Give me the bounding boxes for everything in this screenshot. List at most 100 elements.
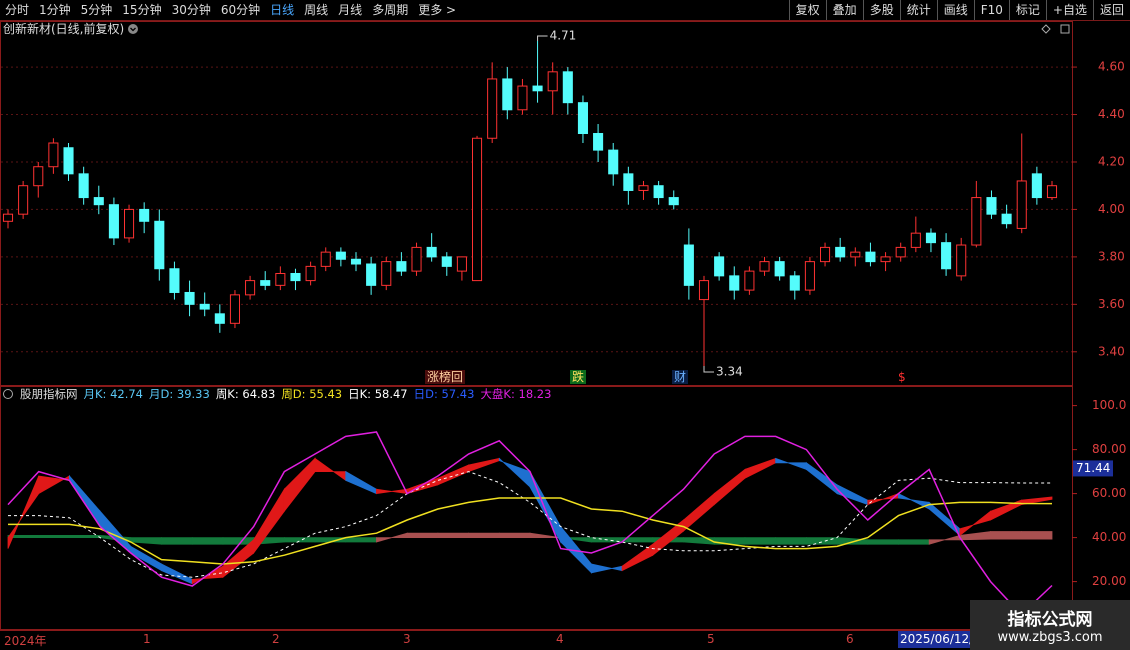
- y-tick-label: 3.60: [1098, 297, 1125, 311]
- candle-body: [366, 263, 377, 286]
- legend-entry[interactable]: 日D: 57.43: [413, 387, 475, 401]
- candle-body: [562, 71, 573, 104]
- band-segment: [898, 539, 930, 545]
- band-segment: [529, 532, 561, 538]
- tool-button[interactable]: 复权: [788, 0, 826, 20]
- candle-body: [880, 256, 891, 263]
- tool-button[interactable]: 画线: [936, 0, 974, 20]
- candle-body: [986, 197, 997, 215]
- candle-body: [335, 251, 346, 260]
- candle-body: [865, 251, 876, 263]
- candle-body: [275, 272, 286, 286]
- min-label: 3.34: [716, 365, 743, 379]
- x-tick-label: 2: [272, 632, 280, 646]
- candle-body: [1046, 185, 1058, 199]
- candle-body: [426, 246, 437, 258]
- y-tick-label: 40.00: [1092, 530, 1126, 544]
- band-segment: [744, 457, 777, 479]
- event-marker[interactable]: 涨榜回: [425, 370, 466, 384]
- candle-body: [698, 280, 710, 301]
- candle-body: [154, 220, 165, 270]
- dropdown-icon[interactable]: [128, 24, 138, 34]
- band-segment: [38, 535, 70, 538]
- tab[interactable]: 分时: [5, 3, 30, 17]
- candle-body: [668, 197, 679, 206]
- band-segment: [1020, 531, 1053, 540]
- candle-body: [804, 261, 815, 291]
- candle-body: [789, 275, 800, 291]
- tool-button[interactable]: 返回: [1092, 0, 1130, 20]
- band-segment: [928, 534, 961, 545]
- candle-body: [577, 102, 588, 135]
- tool-button[interactable]: 统计: [899, 0, 937, 20]
- tab[interactable]: 更多 >: [418, 3, 457, 17]
- band-segment: [498, 457, 531, 488]
- candle-body: [820, 246, 831, 263]
- legend-entry[interactable]: 周K: 64.83: [215, 387, 276, 401]
- watermark-url: www.zbgs3.com: [997, 630, 1103, 645]
- tab[interactable]: 5分钟: [80, 3, 113, 17]
- tab[interactable]: 多周期: [372, 3, 409, 17]
- candle-body: [956, 244, 967, 277]
- legend-entry[interactable]: 大盘K: 18.23: [480, 387, 552, 401]
- event-marker[interactable]: 财: [672, 370, 689, 384]
- candle-body: [517, 85, 528, 111]
- tab[interactable]: 30分钟: [171, 3, 211, 17]
- period-tabs: 分时 1分钟 5分钟 15分钟 30分钟 60分钟 日线 周线 月线 多周期 更多 >: [0, 0, 461, 20]
- legend-entry[interactable]: 日K: 58.47: [348, 387, 408, 401]
- band-segment: [376, 532, 408, 543]
- band-segment: [959, 531, 991, 541]
- tool-button[interactable]: +自选: [1045, 0, 1093, 20]
- band-segment: [437, 464, 469, 486]
- indicator-icon[interactable]: [3, 389, 13, 399]
- candle-body: [593, 133, 604, 151]
- tool-button[interactable]: F10: [973, 0, 1009, 20]
- candle-body: [547, 71, 558, 92]
- legend-entry[interactable]: 月D: 39.33: [149, 387, 210, 401]
- price-frame: [0, 21, 1073, 386]
- event-marker[interactable]: 跌: [570, 370, 587, 384]
- candle-body: [502, 78, 513, 111]
- tab[interactable]: 60分钟: [220, 3, 261, 17]
- series-line: [7, 431, 1053, 616]
- tool-button[interactable]: 叠加: [825, 0, 863, 20]
- band-segment: [775, 457, 807, 470]
- tab[interactable]: 月线: [338, 3, 363, 17]
- candle-body: [1016, 180, 1027, 229]
- tab[interactable]: 日线: [270, 3, 295, 17]
- tab[interactable]: 1分钟: [39, 3, 71, 17]
- diamond-icon[interactable]: [1041, 24, 1051, 34]
- candle-body: [48, 142, 59, 168]
- candle-body: [1001, 213, 1012, 225]
- tool-button[interactable]: 标记: [1008, 0, 1046, 20]
- band-segment: [345, 470, 377, 495]
- tool-button[interactable]: 多股: [862, 0, 900, 20]
- band-segment: [775, 537, 807, 545]
- candle-body: [18, 185, 29, 215]
- candle-body: [184, 291, 195, 305]
- legend-entry[interactable]: 周D: 55.43: [281, 387, 343, 401]
- band-segment: [161, 537, 193, 545]
- y-tick-label: 60.00: [1092, 486, 1126, 500]
- candle-body: [850, 251, 861, 258]
- event-marker[interactable]: $: [898, 370, 906, 384]
- candle-body: [653, 185, 664, 199]
- legend-entry[interactable]: 月K: 42.74: [83, 387, 144, 401]
- square-icon[interactable]: [1060, 24, 1070, 34]
- band-segment: [621, 543, 654, 572]
- band-segment: [928, 501, 961, 537]
- x-tick-label: 5: [707, 632, 715, 646]
- y-tick-label: 4.00: [1098, 202, 1125, 216]
- band-segment: [376, 488, 408, 495]
- series-line: [8, 497, 1053, 565]
- candle-body: [532, 85, 543, 92]
- candle-body: [290, 272, 301, 282]
- candle-body: [744, 270, 755, 291]
- candle-body: [971, 197, 982, 246]
- candle-body: [260, 280, 271, 286]
- candle-body: [396, 261, 407, 272]
- tab[interactable]: 15分钟: [122, 3, 162, 17]
- tab[interactable]: 周线: [304, 3, 329, 17]
